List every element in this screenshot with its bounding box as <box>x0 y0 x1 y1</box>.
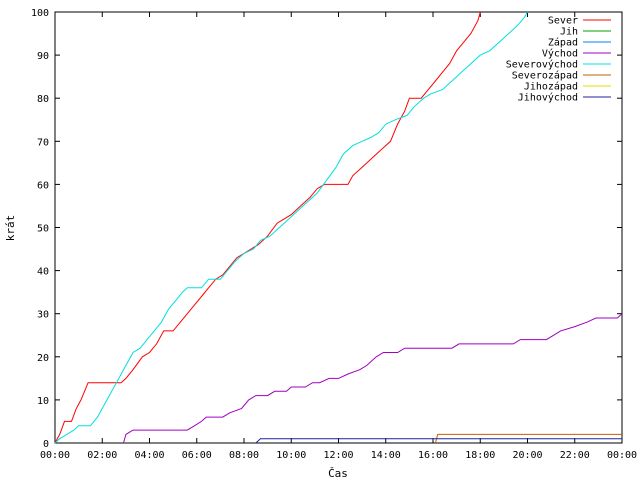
y-tick-label: 30 <box>37 310 49 321</box>
y-tick-label: 20 <box>37 353 49 364</box>
series-lines <box>54 11 623 444</box>
x-tick-label: 08:00 <box>229 450 259 461</box>
x-tick-label: 10:00 <box>276 450 306 461</box>
series-line-5 <box>434 433 622 444</box>
x-tick-label: 12:00 <box>323 450 353 461</box>
series-line-3 <box>123 313 623 444</box>
y-tick-label: 40 <box>37 267 49 278</box>
x-tick-label: 20:00 <box>512 450 542 461</box>
x-tick-label: 16:00 <box>418 450 448 461</box>
x-tick-label: 06:00 <box>182 450 212 461</box>
x-tick-label: 04:00 <box>134 450 164 461</box>
y-tick-label: 0 <box>43 439 49 450</box>
legend-label: Východ <box>542 48 578 60</box>
series-line-7 <box>255 438 622 444</box>
y-tick-label: 90 <box>37 51 49 62</box>
x-tick-label: 22:00 <box>560 450 590 461</box>
legend-label: Západ <box>548 37 578 49</box>
x-tick-label: 14:00 <box>371 450 401 461</box>
x-tick-label: 18:00 <box>465 450 495 461</box>
y-axis-title: krát <box>4 215 17 242</box>
legend-label: Severovýchod <box>506 59 578 71</box>
legend-label: Sever <box>548 16 578 27</box>
x-axis-title: Čas <box>328 467 348 480</box>
y-tick-label: 10 <box>37 396 49 407</box>
y-tick-label: 60 <box>37 180 49 191</box>
x-tick-label: 00:00 <box>607 450 637 461</box>
x-tick-label: 02:00 <box>87 450 117 461</box>
x-tick-label: 00:00 <box>40 450 70 461</box>
y-tick-label: 70 <box>37 137 49 148</box>
y-tick-label: 50 <box>37 224 49 235</box>
legend-label: Jihovýchod <box>518 92 578 104</box>
series-line-4 <box>54 11 528 444</box>
series-line-0 <box>54 11 481 444</box>
legend-label: Severozápad <box>512 70 578 82</box>
legend-label: Jih <box>560 27 578 38</box>
x-axis: 00:00 02:00 04:00 06:00 08:00 10:00 12:00 14:00… <box>40 12 637 461</box>
legend: SeverJihZápadVýchodSeverovýchodSeverozáp… <box>506 16 611 104</box>
y-axis: 0 10 20 30 40 50 60 70 80 90 100 <box>31 8 622 450</box>
y-tick-label: 80 <box>37 94 49 105</box>
y-tick-label: 100 <box>31 8 49 19</box>
legend-label: Jihozápad <box>524 81 578 93</box>
